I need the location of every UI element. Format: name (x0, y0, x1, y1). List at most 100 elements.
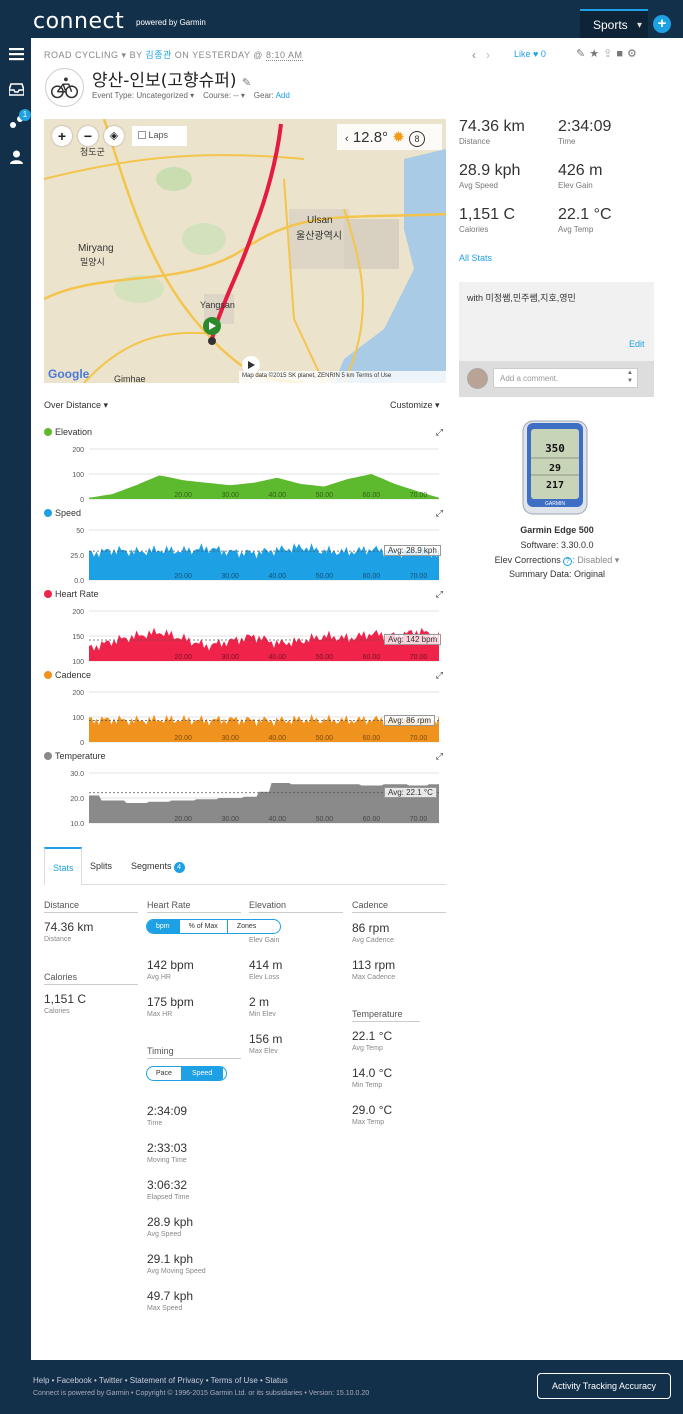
hr-bpm-option[interactable]: bpm (147, 920, 179, 933)
chevron-down-icon[interactable]: ▾ (187, 91, 195, 100)
elev-corrections-select[interactable]: Disabled (577, 555, 613, 565)
stat-label: Calories (44, 1008, 70, 1015)
author-link[interactable]: 김종관 (145, 50, 172, 60)
hr-percent-max-option[interactable]: % of Max (178, 920, 227, 933)
stat-value: 14.0 °C (352, 1066, 393, 1080)
stat-label: Avg Cadence (352, 937, 394, 944)
expand-icon[interactable]: ⤢ (435, 751, 443, 761)
comment-scroll[interactable]: ▲ ▼ (627, 370, 633, 384)
add-button[interactable]: + (653, 15, 671, 33)
stat-label: Max HR (147, 1011, 173, 1018)
stat-avg-moving-speed: 29.1 kph Avg Moving Speed (147, 1252, 206, 1275)
edit-icon[interactable]: ✎ (576, 48, 590, 60)
gear-label: Gear: (253, 91, 274, 100)
map-label-cheongdo: 청도군 (80, 147, 105, 157)
stat-value: 2:33:03 (147, 1141, 188, 1155)
laps-toggle[interactable]: Laps (132, 126, 187, 146)
route-map[interactable]: + − ◈ Laps ‹ 12.8° ✹ 8 청도군 Miryang 밀양시 U… (44, 119, 446, 383)
event-type-select[interactable]: Event Type: Uncategorized (92, 91, 188, 100)
weather-widget[interactable]: ‹ 12.8° ✹ 8 (337, 124, 442, 150)
temp-chart-title: Temperature (44, 751, 106, 761)
x-tick-label: 70.00 (410, 573, 428, 580)
chevron-down-icon[interactable]: ▾ (238, 91, 245, 100)
device-name[interactable]: Garmin Edge 500 (520, 525, 594, 535)
all-stats-link[interactable]: All Stats (459, 253, 493, 263)
expand-icon[interactable]: ⤢ (435, 589, 443, 599)
zoom-in-button[interactable]: + (52, 126, 72, 146)
edit-description-link[interactable]: Edit (629, 339, 645, 349)
customize-select[interactable]: Customize ▾ (390, 400, 440, 410)
over-distance-select[interactable]: Over Distance ▾ (44, 400, 109, 410)
elev-chart[interactable]: Elevation ⤢ 200 100 0 20.00 30.00 40.00 50.00 60.… (44, 427, 446, 505)
y-tick-label: 0.0 (74, 578, 84, 585)
tab-splits[interactable]: Splits (90, 861, 113, 871)
share-icon[interactable]: ⇪ (603, 48, 617, 60)
activity-tracking-accuracy-button[interactable]: Activity Tracking Accuracy (537, 1373, 671, 1399)
activity-tools: ✎★⇪■⚙ (576, 47, 641, 60)
add-gear-link[interactable]: Add (275, 91, 290, 100)
hr-zones-option[interactable]: Zones (226, 920, 265, 933)
temp-chart[interactable]: Temperature ⤢ 30.0 20.0 10.0 20.00 30.00 40.00 5… (44, 751, 446, 829)
chevron-left-icon[interactable]: ‹ (345, 133, 349, 145)
map-attribution[interactable]: Map data ©2015 SK planet, ZENRIN 5 km Te… (239, 371, 446, 383)
avatar[interactable] (467, 368, 488, 389)
expand-icon[interactable]: ⤢ (435, 670, 443, 680)
hr-plot[interactable]: 200 150 100 20.00 30.00 40.00 50.00 60.00 70.00 (44, 599, 446, 667)
cycling-icon (45, 68, 84, 107)
speed-option[interactable]: Speed (180, 1067, 224, 1080)
map-label-ulsan: Ulsan (307, 215, 333, 226)
hamburger-menu-icon[interactable] (9, 47, 24, 61)
cad-plot[interactable]: 200 100 0 20.00 30.00 40.00 50.00 60.00 70.00 (44, 680, 446, 748)
logo-subtitle: powered by Garmin (136, 18, 206, 27)
temp-plot[interactable]: 30.0 20.0 10.0 20.00 30.00 40.00 50.00 60.00 70.… (44, 761, 446, 829)
pace-option[interactable]: Pace (156, 1070, 172, 1077)
stat-label: Elapsed Time (147, 1194, 190, 1201)
speed-plot[interactable]: 50 25.0 0.0 20.00 30.00 40.00 50.00 60.00 70.00 (44, 518, 446, 586)
chevron-down-icon: ▾ (637, 20, 643, 31)
expand-icon[interactable]: ⤢ (435, 508, 443, 518)
google-logo: Google (48, 367, 90, 381)
chevron-down-icon[interactable]: ▾ (612, 555, 620, 565)
tab-segments[interactable]: Segments 4 (131, 861, 185, 873)
activity-type[interactable]: ROAD CYCLING (44, 50, 119, 60)
hr-unit-toggle[interactable]: bpm % of Max Zones (146, 919, 281, 934)
activity-with[interactable]: with 미정쌤,민주쌤,지호,영민 (467, 293, 576, 303)
sidebar: 1 (0, 38, 31, 1360)
prev-activity-icon[interactable]: ‹ (472, 48, 476, 62)
pencil-icon[interactable]: ✎ (241, 76, 252, 89)
lock-icon[interactable]: ■ (616, 48, 627, 60)
stat-value: 74.36 km (44, 920, 94, 934)
speed-chart[interactable]: Speed ⤢ 50 25.0 0.0 20.00 30.00 40.00 50.00 60.00… (44, 508, 446, 586)
help-icon[interactable]: ? (563, 557, 573, 566)
layers-icon[interactable]: ◈ (104, 126, 124, 146)
temp-title-text: Temperature (55, 751, 106, 761)
zoom-out-button[interactable]: − (78, 126, 98, 146)
elev-plot[interactable]: 200 100 0 20.00 30.00 40.00 50.00 60.00 70.00 (44, 437, 446, 505)
star-icon[interactable]: ★ (589, 48, 604, 60)
sports-menu-button[interactable]: Sports ▾ (580, 9, 648, 38)
map-canvas[interactable] (44, 119, 446, 383)
x-tick-label: 60.00 (363, 816, 381, 823)
activity-time[interactable]: 8:10 AM (265, 50, 303, 61)
user-icon[interactable] (9, 150, 24, 164)
inbox-icon[interactable] (9, 82, 24, 96)
footer-links[interactable]: Help • Facebook • Twitter • Statement of… (33, 1376, 288, 1385)
timing-toggle[interactable]: Pace Speed (146, 1066, 227, 1081)
hr-average-label: Avg: 142 bpm (384, 634, 442, 645)
map-label-gimhae: Gimhae (114, 374, 146, 383)
like-button[interactable]: Like ♥ 0 (514, 49, 546, 59)
distance-header: Distance (44, 900, 138, 913)
course-select[interactable]: Course: -- (203, 91, 239, 100)
cad-chart[interactable]: Cadence ⤢ 200 100 0 20.00 30.00 40.00 50.00 60.00… (44, 670, 446, 748)
laps-checkbox[interactable] (138, 131, 146, 139)
chevron-down-icon[interactable]: ▾ (121, 50, 130, 60)
next-activity-icon[interactable]: › (486, 48, 491, 62)
gear-icon[interactable]: ⚙ (626, 48, 641, 60)
hr-chart[interactable]: Heart Rate ⤢ 200 150 100 20.00 30.00 40.00 50.00… (44, 589, 446, 667)
tab-stats[interactable]: Stats (44, 847, 82, 885)
activity-title[interactable]: 양산-인보(고향슈퍼) ✎ (92, 66, 251, 91)
expand-icon[interactable]: ⤢ (435, 427, 443, 437)
summary-time-label: Time (558, 137, 576, 146)
comment-input[interactable]: Add a comment. (493, 368, 638, 388)
connect-logo[interactable]: connect (33, 9, 125, 34)
